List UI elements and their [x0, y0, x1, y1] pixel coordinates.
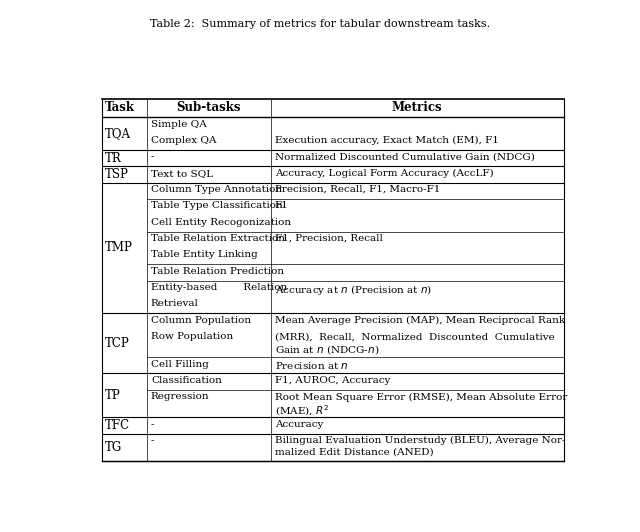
Text: Table Type Classification: Table Type Classification	[151, 202, 283, 211]
Text: malized Edit Distance (ANED): malized Edit Distance (ANED)	[275, 447, 433, 456]
Text: Complex QA: Complex QA	[151, 136, 216, 145]
Text: Execution accuracy, Exact Match (EM), F1: Execution accuracy, Exact Match (EM), F1	[275, 136, 499, 145]
Text: TSP: TSP	[105, 168, 129, 181]
Text: F1: F1	[275, 202, 289, 211]
Text: TFC: TFC	[105, 419, 130, 432]
Text: TG: TG	[105, 441, 122, 454]
Text: Table 2:  Summary of metrics for tabular downstream tasks.: Table 2: Summary of metrics for tabular …	[150, 19, 490, 29]
Text: Cell Filling: Cell Filling	[151, 360, 209, 369]
Text: Task: Task	[105, 102, 135, 114]
Text: Retrieval: Retrieval	[151, 300, 199, 309]
Text: TCP: TCP	[105, 337, 129, 350]
Text: TP: TP	[105, 389, 120, 402]
Text: Sub-tasks: Sub-tasks	[177, 102, 241, 114]
Text: Text to SQL: Text to SQL	[151, 169, 213, 178]
Text: TQA: TQA	[105, 127, 131, 140]
Text: Accuracy at $n$ (Precision at $n$): Accuracy at $n$ (Precision at $n$)	[275, 283, 432, 297]
Text: Column Type Annotation: Column Type Annotation	[151, 185, 282, 194]
Text: Gain at $n$ (NDCG-$n$): Gain at $n$ (NDCG-$n$)	[275, 343, 380, 356]
Text: TMP: TMP	[105, 242, 132, 254]
Text: -: -	[151, 420, 154, 429]
Text: (MAE), $R^2$: (MAE), $R^2$	[275, 404, 329, 418]
Text: Column Population: Column Population	[151, 316, 251, 325]
Text: F1, Precision, Recall: F1, Precision, Recall	[275, 234, 383, 243]
Text: Regression: Regression	[151, 393, 209, 401]
Text: Accuracy: Accuracy	[275, 420, 323, 429]
Text: Table Relation Extraction: Table Relation Extraction	[151, 234, 285, 243]
Text: Simple QA: Simple QA	[151, 120, 207, 129]
Text: TR: TR	[105, 152, 122, 164]
Text: Bilingual Evaluation Understudy (BLEU), Average Nor-: Bilingual Evaluation Understudy (BLEU), …	[275, 436, 565, 445]
Text: Classification: Classification	[151, 376, 222, 385]
Text: Accuracy, Logical Form Accuracy (AccLF): Accuracy, Logical Form Accuracy (AccLF)	[275, 169, 493, 178]
Text: Table Entity Linking: Table Entity Linking	[151, 251, 258, 260]
Text: -: -	[151, 436, 154, 445]
Text: Root Mean Square Error (RMSE), Mean Absolute Error: Root Mean Square Error (RMSE), Mean Abso…	[275, 393, 567, 402]
Text: Precision at $n$: Precision at $n$	[275, 360, 349, 371]
Text: Entity-based        Relation: Entity-based Relation	[151, 283, 287, 292]
Text: Precision, Recall, F1, Macro-F1: Precision, Recall, F1, Macro-F1	[275, 185, 440, 194]
Text: F1, AUROC, Accuracy: F1, AUROC, Accuracy	[275, 376, 390, 385]
Text: Table Relation Prediction: Table Relation Prediction	[151, 267, 284, 276]
Text: Normalized Discounted Cumulative Gain (NDCG): Normalized Discounted Cumulative Gain (N…	[275, 152, 535, 161]
Text: Metrics: Metrics	[392, 102, 443, 114]
Text: Row Population: Row Population	[151, 332, 233, 341]
Text: Cell Entity Recogonization: Cell Entity Recogonization	[151, 218, 291, 227]
Text: (MRR),  Recall,  Normalized  Discounted  Cumulative: (MRR), Recall, Normalized Discounted Cum…	[275, 332, 555, 341]
Text: -: -	[151, 152, 154, 161]
Text: Mean Average Precision (MAP), Mean Reciprocal Rank: Mean Average Precision (MAP), Mean Recip…	[275, 316, 565, 325]
